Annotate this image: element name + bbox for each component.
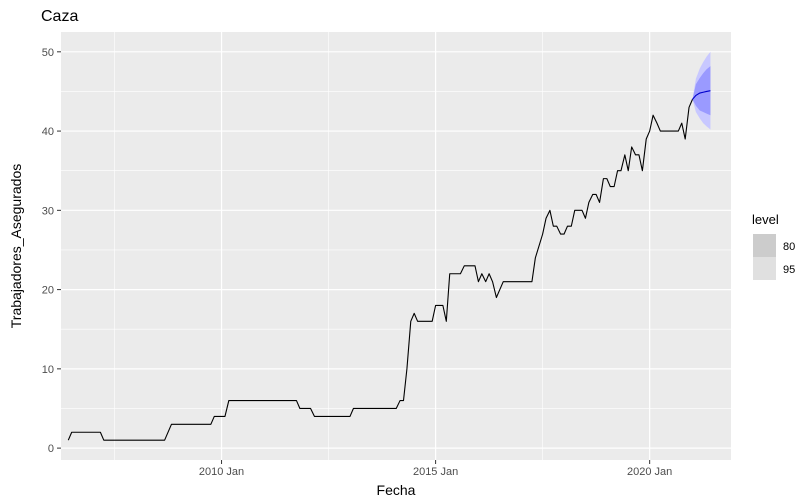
y-tick-label: 30 — [42, 205, 54, 217]
series-line — [67, 99, 693, 441]
x-axis: 2010 Jan 2015 Jan 2020 Jan — [199, 460, 672, 478]
y-axis-title: Trabajadores_Asegurados — [8, 164, 24, 328]
legend-title: level — [752, 212, 779, 227]
y-tick-label: 0 — [48, 443, 54, 455]
x-tick-label: 2010 Jan — [199, 466, 244, 478]
legend-label: 95 — [783, 264, 795, 276]
chart-title: Caza — [41, 8, 78, 25]
legend-key-95 — [753, 257, 776, 280]
forecast-intervals — [692, 51, 711, 130]
y-tick-label: 20 — [42, 285, 54, 297]
interval-80-band — [692, 66, 711, 116]
x-axis-title: Fecha — [377, 482, 416, 498]
legend-label: 80 — [783, 241, 795, 253]
plot-panel — [61, 32, 731, 460]
legend-key-80 — [753, 234, 776, 257]
y-axis: 0 10 20 30 40 50 — [42, 47, 61, 455]
series-layer — [67, 90, 711, 441]
forecast-mean-line — [692, 90, 711, 100]
grid-minor — [61, 32, 731, 460]
y-tick-label: 50 — [42, 47, 54, 59]
x-tick-label: 2020 Jan — [627, 466, 672, 478]
grid-major — [61, 32, 731, 460]
x-tick-label: 2015 Jan — [413, 466, 458, 478]
y-tick-label: 10 — [42, 364, 54, 376]
y-tick-label: 40 — [42, 126, 54, 138]
legend: level 80 95 — [752, 212, 795, 280]
